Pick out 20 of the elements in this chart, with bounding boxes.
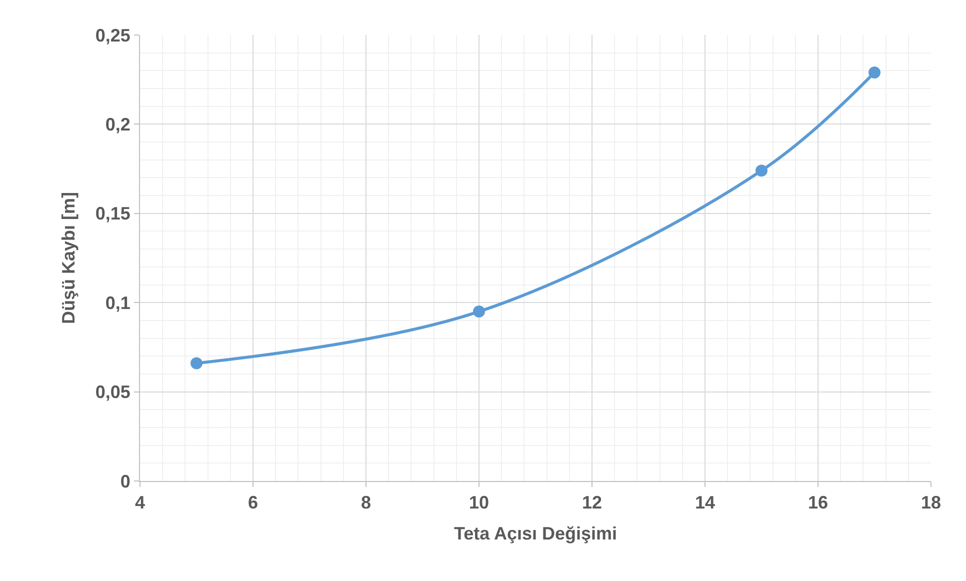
x-tick-label: 12 bbox=[582, 492, 602, 513]
y-tick-label: 0,2 bbox=[105, 114, 130, 134]
x-tick-label: 14 bbox=[694, 492, 716, 513]
point bbox=[868, 66, 880, 78]
point bbox=[756, 164, 768, 177]
y-tick-label: 0 bbox=[120, 471, 130, 492]
x-tick-label: 16 bbox=[808, 492, 828, 513]
x-tick-label: 6 bbox=[248, 492, 258, 513]
point bbox=[473, 306, 485, 318]
point bbox=[190, 357, 202, 370]
y-tick-label: 0,1 bbox=[105, 292, 130, 313]
y-tick-label: 0,05 bbox=[95, 382, 130, 402]
y-axis-title: Düşü Kaybı [m] bbox=[58, 192, 79, 324]
x-tick-label: 8 bbox=[360, 492, 372, 513]
x-tick-label: 4 bbox=[134, 492, 146, 513]
x-tick-label: 10 bbox=[468, 492, 490, 513]
x-axis-title: Teta Açısı Değişimi bbox=[454, 524, 618, 544]
y-tick-label: 0,25 bbox=[95, 25, 130, 46]
y-tick-label: 0,15 bbox=[95, 204, 130, 224]
x-tick-label: 18 bbox=[920, 492, 942, 513]
